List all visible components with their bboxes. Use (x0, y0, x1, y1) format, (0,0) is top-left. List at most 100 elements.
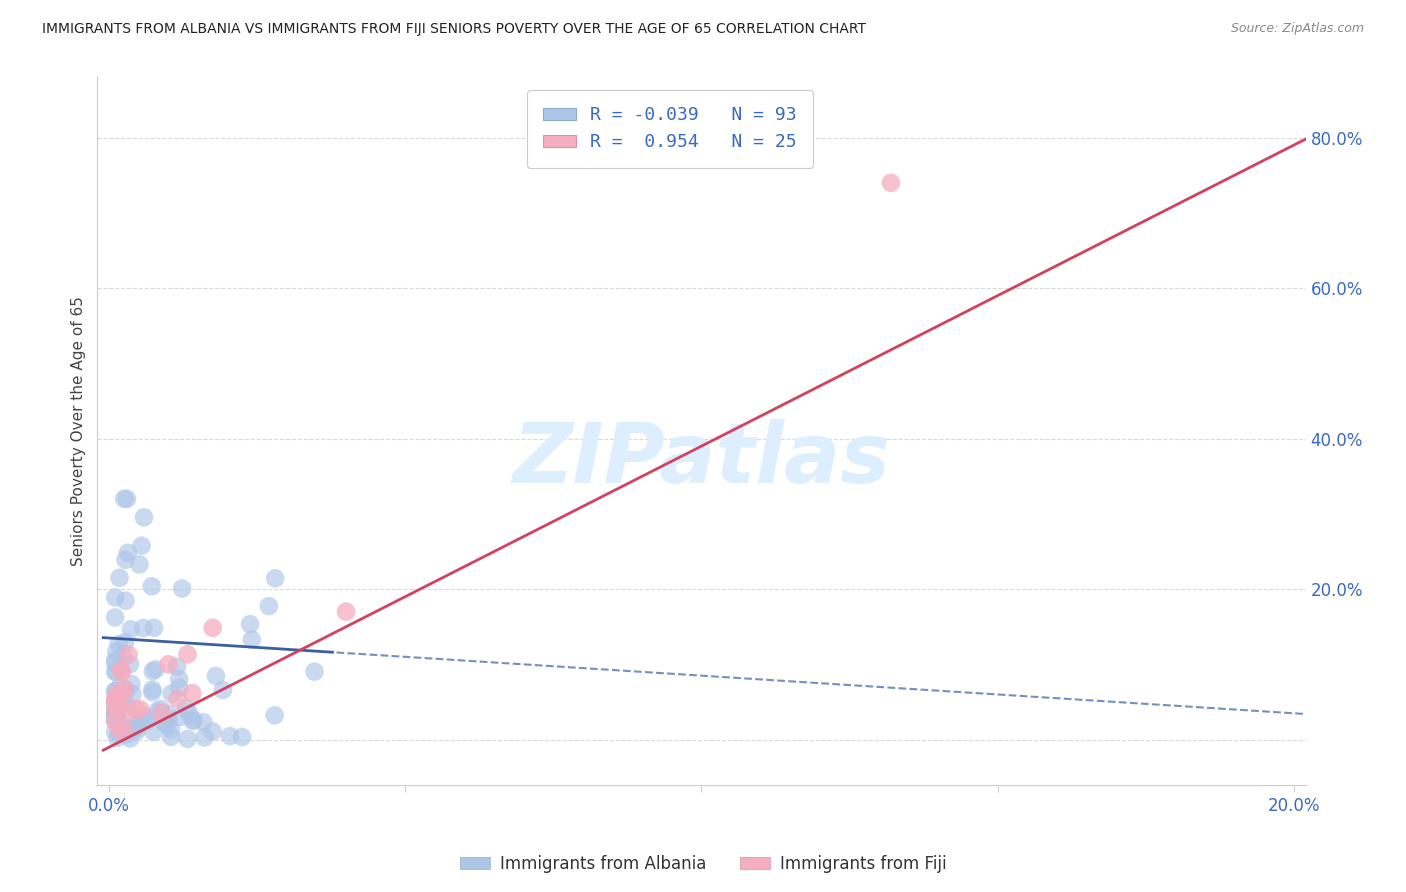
Text: IMMIGRANTS FROM ALBANIA VS IMMIGRANTS FROM FIJI SENIORS POVERTY OVER THE AGE OF : IMMIGRANTS FROM ALBANIA VS IMMIGRANTS FR… (42, 22, 866, 37)
Point (157, 713, 180, 727)
Point (112, 650, 135, 665)
Point (160, 723, 183, 737)
Point (114, 635, 136, 649)
Point (127, 718, 149, 732)
Point (160, 730, 183, 744)
Point (149, 702, 172, 716)
Point (105, 691, 128, 706)
Point (107, 714, 129, 729)
Point (120, 677, 142, 691)
Point (167, 672, 190, 686)
Point (176, 731, 198, 746)
Point (104, 591, 127, 605)
Point (141, 685, 163, 699)
Point (104, 696, 127, 710)
Point (263, 708, 285, 723)
Point (108, 686, 131, 700)
Point (141, 682, 163, 697)
Point (132, 510, 155, 524)
Text: Source: ZipAtlas.com: Source: ZipAtlas.com (1230, 22, 1364, 36)
Point (104, 706, 127, 721)
Point (183, 713, 205, 727)
Point (176, 648, 198, 662)
Point (240, 632, 263, 647)
Point (125, 702, 148, 716)
Point (104, 714, 127, 728)
Point (205, 669, 228, 683)
Point (104, 710, 127, 724)
Point (121, 687, 143, 701)
Point (128, 558, 150, 572)
Point (142, 724, 165, 739)
Point (104, 724, 127, 739)
Point (112, 681, 135, 696)
Point (111, 665, 134, 679)
Point (104, 705, 127, 719)
Point (107, 700, 129, 714)
Point (257, 599, 280, 613)
Point (156, 718, 179, 732)
Point (179, 706, 201, 721)
Point (104, 684, 127, 698)
Point (142, 664, 165, 678)
Point (110, 663, 132, 677)
Point (107, 637, 129, 651)
Point (181, 686, 204, 700)
Legend: R = -0.039   N = 93, R =  0.954   N = 25: R = -0.039 N = 93, R = 0.954 N = 25 (527, 90, 813, 168)
Point (131, 539, 153, 553)
Point (157, 657, 180, 672)
Point (219, 729, 242, 743)
Point (231, 730, 253, 744)
Point (104, 656, 127, 670)
Point (201, 621, 224, 635)
Point (160, 686, 183, 700)
Point (110, 697, 132, 711)
Point (239, 617, 262, 632)
Point (132, 621, 155, 635)
Point (169, 710, 191, 724)
Point (156, 707, 179, 722)
Point (104, 684, 127, 698)
Point (105, 644, 128, 658)
Legend: Immigrants from Albania, Immigrants from Fiji: Immigrants from Albania, Immigrants from… (453, 848, 953, 880)
Point (134, 709, 156, 723)
Point (125, 723, 148, 738)
Point (104, 695, 127, 709)
Point (117, 722, 139, 736)
Point (169, 681, 191, 695)
Point (111, 687, 134, 701)
Point (108, 680, 131, 694)
Point (129, 702, 152, 716)
Point (120, 731, 142, 746)
Point (105, 665, 128, 679)
Point (104, 692, 127, 706)
Text: ZIPatlas: ZIPatlas (513, 419, 890, 500)
Point (117, 648, 139, 662)
Point (112, 723, 135, 738)
Point (104, 694, 127, 708)
Point (104, 610, 127, 624)
Point (143, 621, 166, 635)
Point (150, 706, 173, 720)
Point (170, 582, 193, 596)
Point (108, 571, 131, 585)
Point (115, 699, 138, 714)
Point (104, 706, 127, 721)
Point (104, 714, 127, 729)
Point (108, 723, 131, 737)
Point (880, 176, 903, 190)
Point (105, 731, 128, 745)
Point (105, 695, 128, 709)
Point (135, 714, 157, 729)
Point (114, 553, 136, 567)
Point (193, 715, 215, 730)
Point (264, 571, 287, 585)
Point (193, 731, 215, 745)
Point (112, 491, 135, 506)
Point (114, 593, 136, 607)
Point (174, 701, 197, 715)
Y-axis label: Seniors Poverty Over the Age of 65: Seniors Poverty Over the Age of 65 (72, 296, 86, 566)
Point (117, 705, 139, 719)
Point (201, 724, 224, 739)
Point (141, 579, 163, 593)
